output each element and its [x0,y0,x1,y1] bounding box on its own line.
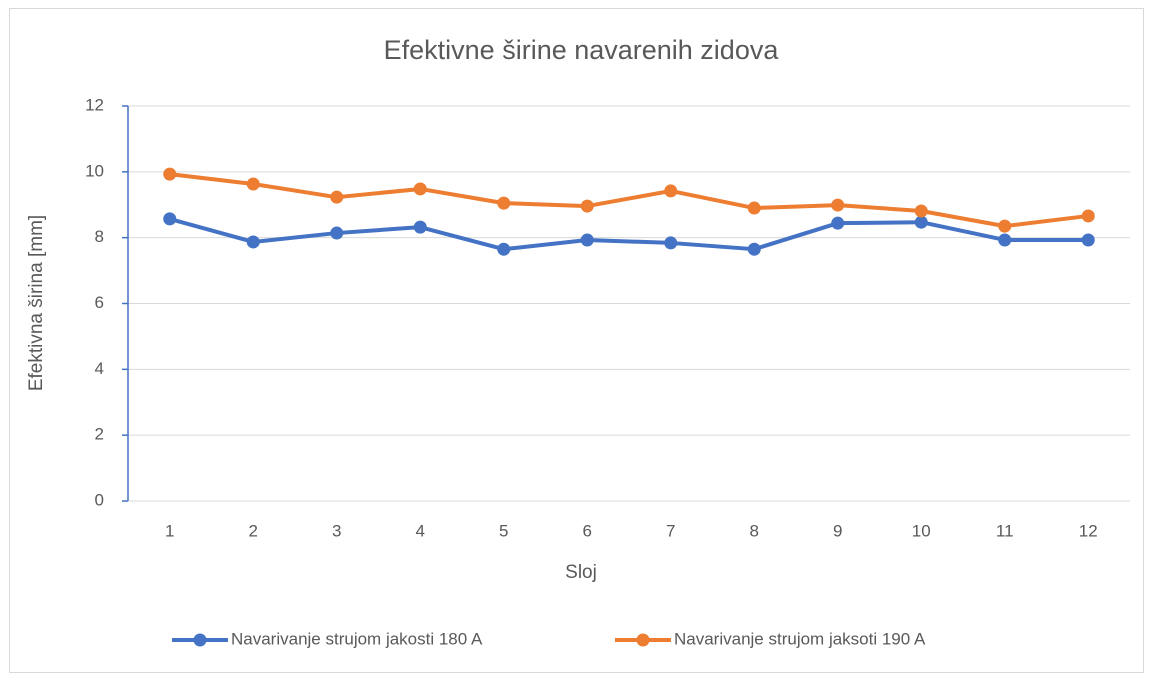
data-point [163,212,177,226]
x-tick-label: 6 [583,521,592,540]
y-tick-label: 12 [85,95,104,114]
data-point [497,196,511,210]
y-tick-label: 0 [95,490,104,509]
legend-marker [636,633,650,647]
legend-label: Navarivanje strujom jaksoti 190 A [674,629,926,648]
y-axis-label: Efektivna širina [mm] [26,215,47,391]
x-tick-label: 4 [416,521,425,540]
x-tick-label: 5 [499,521,508,540]
data-point [998,219,1012,233]
y-tick-label: 4 [95,359,104,378]
data-point [497,242,511,256]
data-point [831,216,845,230]
data-point [330,226,344,240]
data-point [914,215,928,229]
y-tick-label: 6 [95,293,104,312]
x-tick-label: 11 [996,521,1014,540]
series-line [167,216,1091,252]
data-point [246,235,260,249]
x-axis-label: Sloj [565,562,597,583]
data-point [163,167,177,181]
y-tick-label: 2 [95,425,104,444]
data-point [246,177,260,191]
legend-label: Navarivanje strujom jakosti 180 A [231,629,483,648]
x-tick-label: 1 [165,521,174,540]
x-tick-label: 12 [1079,521,1098,540]
series-line [167,172,1091,229]
data-point [831,198,845,212]
chart-title: Efektivne širine navarenih zidova [384,35,780,65]
data-point [330,190,344,204]
data-point [1081,209,1095,223]
x-tick-label: 7 [666,521,675,540]
legend-marker [193,633,207,647]
chart-border [9,8,1144,673]
data-point [413,220,427,234]
y-tick-label: 10 [85,161,104,180]
data-point [580,233,594,247]
x-tick-label: 3 [332,521,341,540]
data-point [914,204,928,218]
data-point [664,184,678,198]
y-tick-label: 8 [95,227,104,246]
x-tick-label: 8 [750,521,759,540]
data-point [1081,233,1095,247]
data-point [413,182,427,196]
data-point [747,242,761,256]
x-tick-label: 10 [912,521,931,540]
data-point [747,201,761,215]
x-tick-label: 2 [249,521,258,540]
data-point [998,233,1012,247]
x-tick-label: 9 [833,521,842,540]
data-point [580,199,594,213]
data-point [664,236,678,250]
